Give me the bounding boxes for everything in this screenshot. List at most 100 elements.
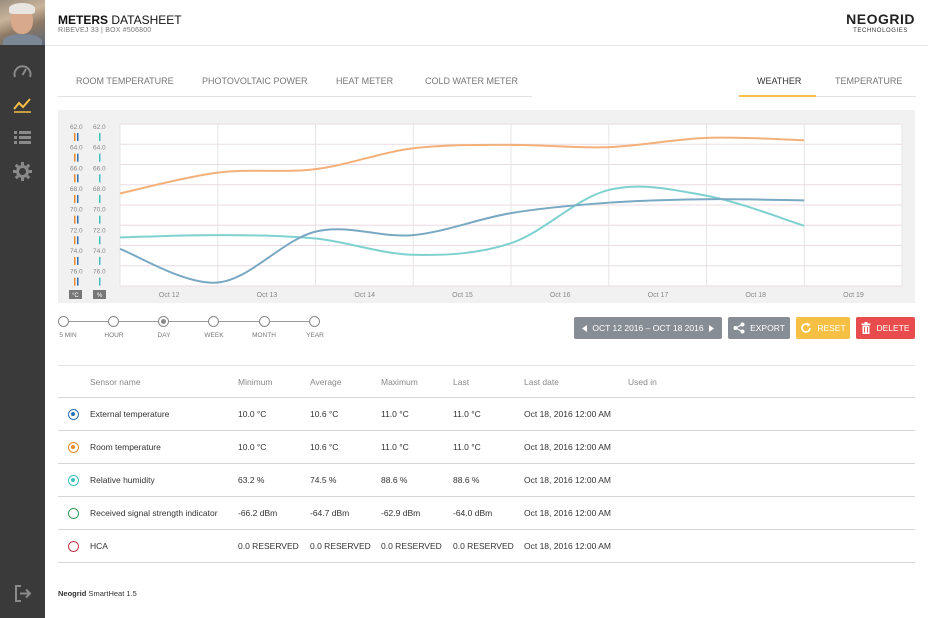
sensor-toggle-radio[interactable] [68,409,79,420]
sidebar [0,0,45,618]
radio-dot [71,412,75,416]
axis-tick-mark [74,236,76,245]
unit-badge-left [69,290,82,299]
y-tick-label-left: 66.0 [70,165,83,172]
cell-date: Oct 18, 2016 12:00 AM [524,442,611,452]
tab-photovoltaic-power[interactable]: PHOTOVOLTAIC POWER [202,76,308,86]
column-header[interactable]: Sensor name [90,377,141,387]
chart-panel: Oct 12 Oct 13 Oct 14 Oct 15 Oct 16 Oct 17 Oct … [58,110,915,303]
axis-tick-mark [77,236,79,245]
delete-button[interactable]: DELETE [856,317,915,339]
cell-min: 0.0 RESERVED [238,541,299,551]
cell-max: 11.0 °C [381,442,409,452]
caret-right-icon[interactable] [708,324,714,332]
x-tick-label: Oct 17 [648,292,669,299]
axis-tick-mark [99,215,101,224]
cell-min: -66.2 dBm [238,508,278,518]
axis-tick-mark [99,133,101,141]
column-header[interactable]: Used in [628,377,657,387]
y-tick-label-left: 70.0 [70,207,83,214]
unit-label-right: % [97,293,103,299]
table-header: Sensor name Minimum Average Maximum Last… [58,365,915,398]
range-week-node[interactable] [208,316,219,327]
avatar[interactable] [0,0,45,45]
caret-left-icon[interactable] [582,324,588,332]
range-5min-node[interactable] [58,316,69,327]
table-row[interactable]: Relative humidity 63.2 % 74.5 % 88.6 % 88.6 … [58,464,915,497]
axis-tick-mark [74,153,76,162]
x-tick-label: Oct 18 [745,292,766,299]
cell-last: 88.6 % [453,475,480,485]
tab-cold-water-meter[interactable]: COLD WATER METER [425,76,519,86]
y-tick-label-left: 72.0 [70,227,83,234]
cell-max: 88.6 % [381,475,408,485]
axis-tick-mark [99,277,101,286]
x-tick-label: Oct 13 [257,292,278,299]
range-hour-node[interactable] [108,316,119,327]
table-row[interactable]: Room temperature 10.0 °C 10.6 °C 11.0 °C 11.… [58,431,915,464]
axis-tick-mark [77,153,79,162]
cell-name: Room temperature [90,442,161,452]
cell-max: 0.0 RESERVED [381,541,442,551]
x-tick-label: Oct 16 [550,292,571,299]
sensor-toggle-radio[interactable] [68,508,79,519]
cell-min: 10.0 °C [238,409,267,419]
gear-icon[interactable] [12,161,33,182]
sensor-tabs: WEATHER TEMPERATURE [739,66,916,97]
table-row[interactable]: Received signal strength indicator -66.2 … [58,497,915,530]
cell-max: -62.9 dBm [381,508,421,518]
range-label: DAY [157,332,171,339]
chart-line-icon[interactable] [12,94,33,115]
reset-button[interactable]: RESET [796,317,850,339]
table-row[interactable]: External temperature 10.0 °C 10.6 °C 11.0 °… [58,398,915,431]
tab-temperature[interactable]: TEMPERATURE [835,76,903,86]
axis-tick-mark [77,256,79,265]
column-header[interactable]: Average [310,377,342,387]
logout-icon[interactable] [12,583,33,604]
range-label: WEEK [204,332,224,339]
table-body: External temperature 10.0 °C 10.6 °C 11.0 °… [58,398,915,563]
refresh-icon [801,322,812,333]
column-header[interactable]: Minimum [238,377,273,387]
series-line-1 [119,185,805,256]
trash-icon [861,322,871,334]
export-button[interactable]: EXPORT [728,317,790,339]
date-range-picker[interactable]: OCT 12 2016 – OCT 18 2016 [574,317,722,339]
tab-heat-meter[interactable]: HEAT METER [336,76,394,86]
axis-tick-mark [74,133,76,141]
cell-max: 11.0 °C [381,409,409,419]
column-header[interactable]: Maximum [381,377,418,387]
neogrid-logo: NEOGRID TECHNOLOGIES [846,11,915,34]
axis-tick-mark [74,174,76,183]
tab-room-temperature[interactable]: ROOM TEMPERATURE [76,76,174,86]
cell-avg: 0.0 RESERVED [310,541,371,551]
cell-date: Oct 18, 2016 12:00 AM [524,475,611,485]
meter-tabs: ROOM TEMPERATURE PHOTOVOLTAIC POWER HEAT… [58,66,532,97]
gauge-icon[interactable] [12,61,33,82]
cell-last: 0.0 RESERVED [453,541,514,551]
column-header[interactable]: Last date [524,377,559,387]
column-header[interactable]: Last [453,377,470,387]
range-day-node[interactable] [158,316,169,327]
range-month-node[interactable] [259,316,270,327]
table-row[interactable]: HCA 0.0 RESERVED 0.0 RESERVED 0.0 RESERVED 0… [58,530,915,563]
axis-tick-mark [99,194,101,203]
series-line-0 [119,136,805,195]
tab-weather[interactable]: WEATHER [757,76,802,86]
y-tick-label-left: 76.0 [70,269,83,276]
header: METERS DATASHEET RIBEVEJ 33 | BOX #50680… [45,0,928,46]
x-tick-label: Oct 14 [354,292,375,299]
time-range-selector: 5 MIN HOUR DAY WEEK MONTH YEAR [58,314,338,344]
sensor-table: Sensor name Minimum Average Maximum Last… [58,365,915,563]
sensor-toggle-radio[interactable] [68,442,79,453]
cell-name: External temperature [90,409,170,419]
axis-tick-mark [74,256,76,265]
range-year-node[interactable] [309,316,320,327]
y-tick-label-right: 74.0 [93,248,106,255]
axis-tick-mark [74,194,76,203]
list-icon[interactable] [12,127,33,148]
sensor-toggle-radio[interactable] [68,541,79,552]
date-range-label: OCT 12 2016 – OCT 18 2016 [592,323,704,333]
sensor-toggle-radio[interactable] [68,475,79,486]
line-chart[interactable]: Oct 12 Oct 13 Oct 14 Oct 15 Oct 16 Oct 17 Oct … [58,110,915,303]
